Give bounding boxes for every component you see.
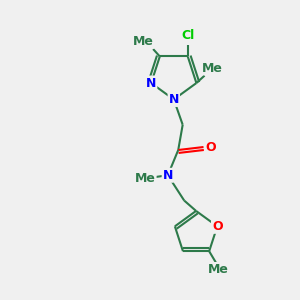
Text: Me: Me	[135, 172, 156, 185]
Text: O: O	[212, 220, 223, 233]
Text: Me: Me	[133, 35, 154, 48]
Text: N: N	[146, 76, 156, 89]
Text: Me: Me	[208, 262, 229, 276]
Text: Me: Me	[202, 62, 223, 75]
Text: N: N	[163, 169, 173, 182]
Text: O: O	[206, 140, 216, 154]
Text: N: N	[169, 93, 179, 106]
Text: Cl: Cl	[181, 29, 194, 42]
